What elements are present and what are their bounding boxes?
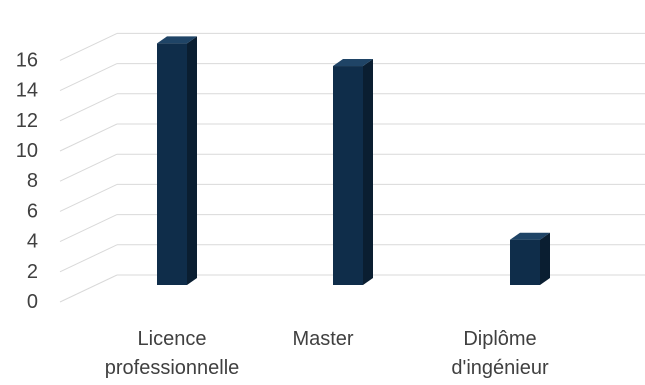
x-axis-labels: Licence professionnelle Master Diplôme d'ing…	[105, 328, 549, 379]
y-tick-label: 4	[27, 231, 38, 253]
y-tick-label: 16	[16, 49, 38, 71]
bar	[510, 232, 550, 285]
x-tick-label: Licence professionnelle	[105, 328, 240, 379]
bar	[333, 59, 373, 285]
y-tick-label: 8	[27, 170, 38, 192]
y-tick-label: 6	[27, 200, 38, 222]
gridlines	[59, 32, 645, 303]
bar	[157, 36, 197, 286]
y-tick-label: 0	[27, 291, 38, 313]
y-tick-label: 2	[27, 261, 38, 283]
x-tick-label-line: Master	[292, 328, 353, 350]
x-tick-label-line: d'ingénieur	[451, 357, 549, 379]
y-axis-ticks: 0 2 4 6 8 10 12 14 16	[16, 49, 38, 313]
y-tick-label: 10	[16, 140, 38, 162]
x-tick-label-line: professionnelle	[105, 357, 240, 379]
gridline	[59, 244, 645, 273]
x-tick-label-line: Diplôme	[463, 328, 536, 350]
gridline	[59, 153, 645, 182]
gridline	[59, 183, 645, 212]
gridline	[59, 274, 645, 303]
bars	[157, 36, 550, 286]
gridline	[59, 123, 645, 152]
y-tick-label: 12	[16, 110, 38, 132]
x-tick-label-line: Licence	[138, 328, 207, 350]
y-tick-label: 14	[16, 80, 38, 102]
gridline	[59, 214, 645, 243]
gridline	[59, 93, 645, 122]
gridline	[59, 32, 645, 61]
x-tick-label: Diplôme d'ingénieur	[451, 328, 549, 379]
gridline	[59, 63, 645, 92]
x-tick-label: Master	[292, 328, 353, 350]
